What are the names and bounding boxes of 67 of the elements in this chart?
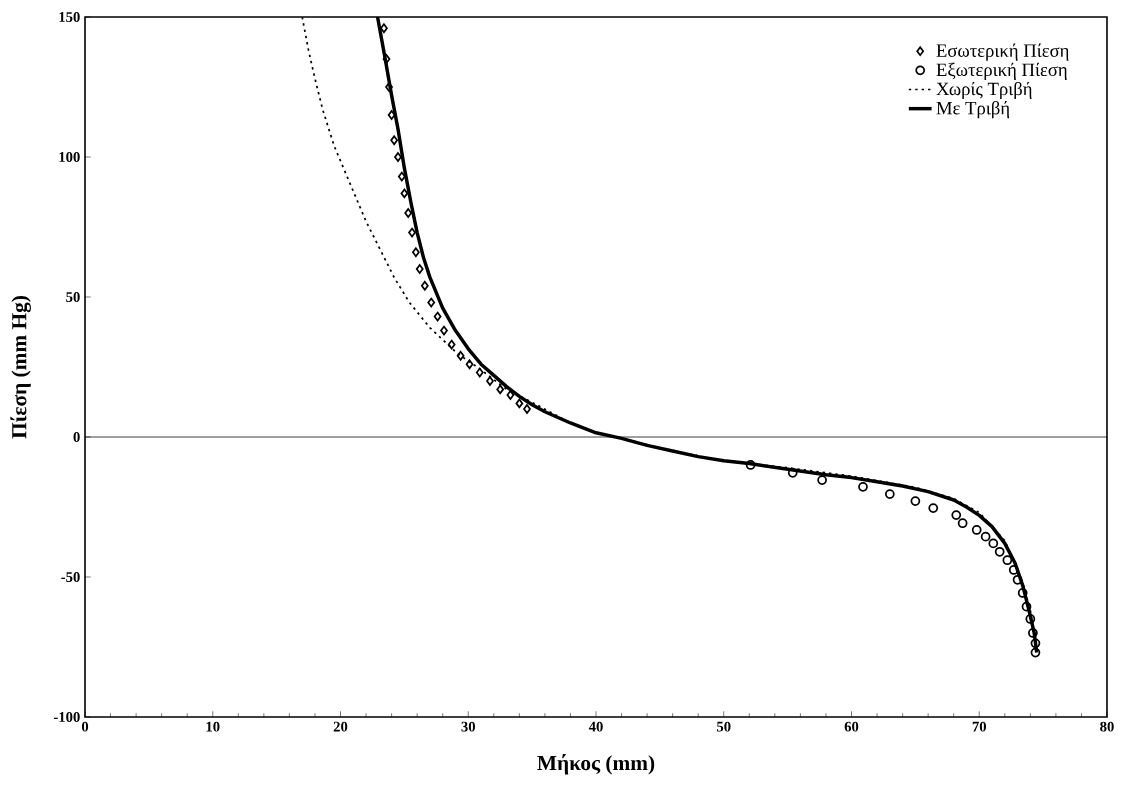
point: [400, 188, 409, 199]
point: [515, 398, 524, 409]
x-tick-label: 20: [333, 721, 348, 732]
point: [957, 518, 968, 529]
point: [433, 311, 442, 322]
x-tick-label: 50: [717, 721, 731, 732]
point: [988, 538, 999, 549]
point: [817, 475, 827, 485]
x-axis-title: Μήκος (mm): [537, 754, 655, 775]
y-tick-label: -50: [61, 572, 80, 582]
point: [1017, 588, 1028, 598]
point: [486, 376, 494, 386]
point: [1030, 647, 1041, 658]
y-tick-label: 100: [59, 152, 80, 162]
x-tick-label: 30: [461, 721, 476, 732]
point: [456, 350, 465, 361]
point: [415, 264, 424, 274]
point: [745, 460, 756, 470]
x-tick-label: 60: [844, 721, 859, 732]
point: [385, 82, 393, 92]
point: [1021, 601, 1032, 612]
point: [447, 339, 456, 350]
point: [394, 152, 402, 162]
point: [404, 208, 413, 218]
point: [787, 467, 798, 478]
point: [465, 359, 474, 370]
y-tick-label: 50: [66, 292, 80, 302]
point: [382, 54, 391, 64]
y-tick-label: 0: [73, 432, 80, 442]
point: [440, 325, 448, 336]
point: [506, 390, 515, 400]
x-tick-label: 10: [206, 721, 220, 732]
point: [496, 384, 505, 395]
point: [1030, 638, 1041, 649]
point: [420, 280, 429, 291]
point: [397, 171, 406, 182]
point: [928, 503, 939, 513]
x-tick-label: 70: [972, 721, 987, 732]
point: [427, 297, 436, 308]
y-axis-title: Πίεση (mm Hg): [10, 296, 31, 439]
x-tick-label: 40: [588, 721, 603, 732]
point: [884, 489, 895, 499]
legend-label: Εξωτερική Πίεση: [936, 62, 1067, 80]
point: [1025, 614, 1036, 624]
point: [980, 531, 991, 542]
y-tick-label: -100: [53, 712, 80, 722]
point: [408, 227, 416, 238]
point: [971, 525, 982, 535]
point: [1008, 565, 1019, 575]
point: [390, 135, 399, 146]
point: [380, 23, 388, 34]
point: [1028, 628, 1038, 638]
legend-label: Με Τριβή: [936, 101, 1010, 119]
x-tick-label: 80: [1100, 721, 1114, 732]
x-tick-label: 0: [81, 721, 89, 732]
legend-label: Χωρίς Τριβή: [936, 81, 1032, 100]
legend-label: Εσωτερική Πίεση: [936, 43, 1069, 61]
point: [412, 247, 420, 258]
point: [1012, 574, 1023, 585]
point: [910, 496, 921, 506]
y-tick-label: 150: [59, 12, 80, 22]
point: [1002, 555, 1013, 566]
point: [523, 404, 531, 414]
point: [858, 481, 868, 492]
point: [951, 510, 962, 520]
point: [994, 546, 1005, 557]
point: [475, 367, 484, 378]
